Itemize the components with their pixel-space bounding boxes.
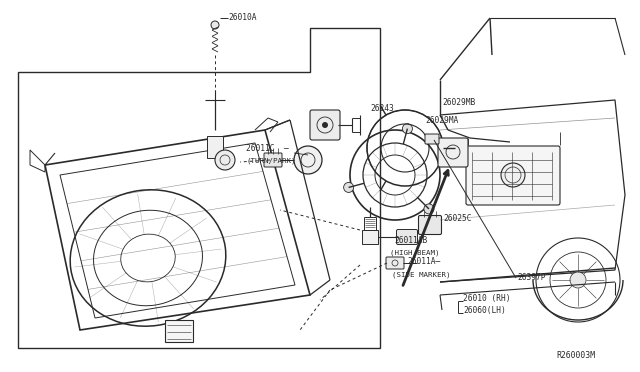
Text: 26060(LH): 26060(LH) [463, 307, 506, 315]
FancyBboxPatch shape [438, 138, 468, 167]
Circle shape [344, 182, 354, 192]
Text: 26029MB: 26029MB [442, 97, 476, 106]
Circle shape [294, 146, 322, 174]
Text: R260003M: R260003M [556, 350, 595, 359]
Circle shape [211, 21, 219, 29]
FancyBboxPatch shape [310, 110, 340, 140]
Circle shape [570, 272, 586, 288]
FancyBboxPatch shape [386, 257, 404, 269]
FancyBboxPatch shape [419, 215, 442, 234]
Text: 26010A: 26010A [228, 13, 257, 22]
Text: 26397P: 26397P [517, 273, 545, 282]
Text: 26029MA: 26029MA [425, 115, 458, 125]
FancyBboxPatch shape [397, 230, 417, 244]
Text: 26025C: 26025C [443, 214, 472, 222]
Text: 26011A─: 26011A─ [407, 257, 440, 266]
Circle shape [322, 122, 328, 128]
Text: (HIGH BEAM): (HIGH BEAM) [390, 250, 440, 256]
FancyBboxPatch shape [207, 136, 223, 158]
FancyBboxPatch shape [165, 320, 193, 342]
Circle shape [501, 163, 525, 187]
Text: 26011C  ─: 26011C ─ [246, 144, 289, 153]
FancyBboxPatch shape [264, 153, 282, 167]
Text: 26010 (RH): 26010 (RH) [463, 294, 511, 302]
Circle shape [215, 150, 235, 170]
Text: (TURN/PARK): (TURN/PARK) [246, 158, 296, 164]
FancyBboxPatch shape [362, 230, 378, 244]
FancyBboxPatch shape [466, 146, 560, 205]
Text: (SIDE MARKER): (SIDE MARKER) [392, 272, 451, 278]
Circle shape [424, 204, 434, 214]
FancyBboxPatch shape [425, 134, 439, 144]
Circle shape [403, 124, 412, 134]
Text: 26243: 26243 [370, 103, 394, 112]
Text: 26011AB: 26011AB [394, 235, 428, 244]
